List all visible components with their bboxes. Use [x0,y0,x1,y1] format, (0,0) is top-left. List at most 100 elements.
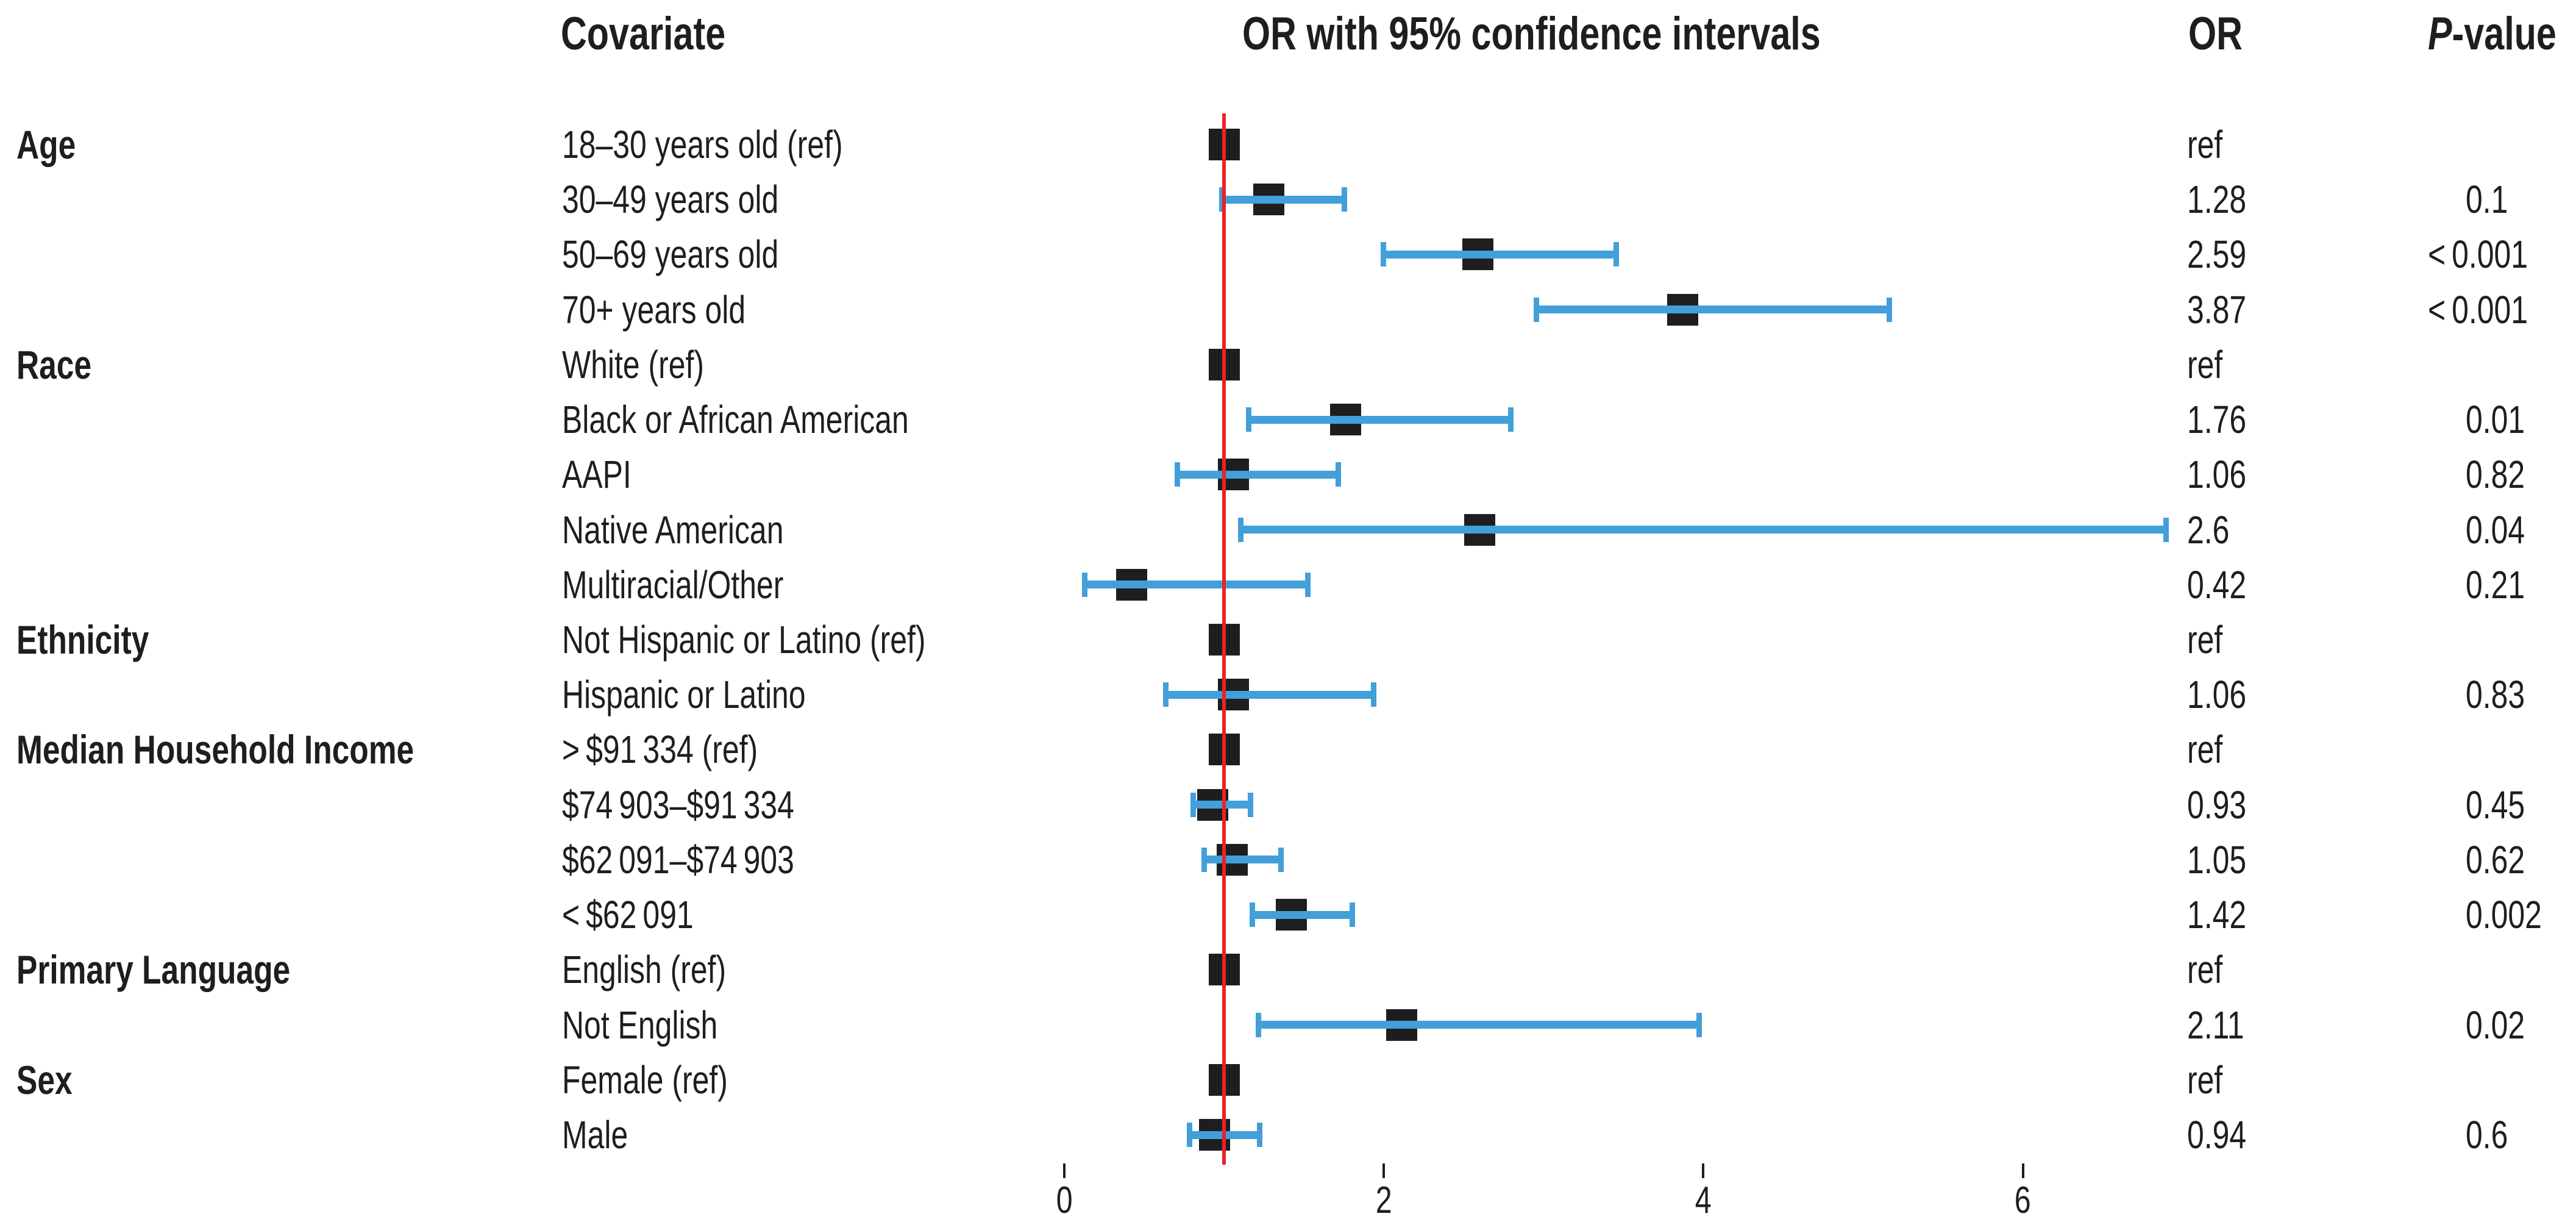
or-value-text: ref [2187,342,2223,387]
or-value: 0.93 [2187,784,2263,826]
or-value-text: 1.76 [2187,398,2247,442]
header-ci: OR with 95% confidence intervals [1242,10,1984,59]
header-or: OR [2188,10,2258,59]
covariate-label-text: English (ref) [562,948,727,992]
group-label-text: Sex [16,1057,73,1102]
ci-endcap-right [1305,572,1311,597]
ci-whisker [1535,306,1891,314]
p-value: 0.21 [2466,564,2542,606]
group-label-text: Primary Language [16,947,291,993]
or-value-text: 1.42 [2187,893,2247,937]
group-label: Sex [16,1059,88,1101]
or-value: 3.87 [2187,289,2263,331]
x-tick [2021,1163,2024,1178]
covariate-label: English (ref) [562,949,772,990]
x-tick-label-text: 6 [2015,1179,2032,1221]
group-label-text: Ethnicity [16,617,149,662]
p-value-text: 0.04 [2466,507,2525,552]
ci-whisker [1220,195,1346,204]
ci-endcap-left [1246,407,1252,432]
p-value: 0.1 [2466,179,2520,220]
p-value: 0.04 [2466,509,2542,551]
covariate-label-text: Black or African American [562,398,909,442]
ci-endcap-left [1174,462,1180,487]
or-value-text: ref [2187,1057,2223,1102]
p-value-text: 0.01 [2466,398,2525,442]
or-value-text: 2.6 [2187,507,2230,552]
covariate-label: White (ref) [562,344,744,385]
ci-endcap-right [1887,297,1893,322]
covariate-label-text: 50–69 years old [562,232,779,277]
header-p-value: P-value [2428,10,2576,59]
group-label-text: Race [16,341,92,387]
ci-endcap-left [1219,187,1225,212]
p-value-text: 0.002 [2466,893,2542,937]
covariate-label-text: Hispanic or Latino [562,673,806,717]
covariate-label-text: $62 091–$74 903 [562,837,794,882]
ci-endcap-right [1247,792,1253,817]
covariate-label-text: Native American [562,507,784,552]
or-value: 1.76 [2187,399,2263,440]
covariate-label: 70+ years old [562,289,797,331]
x-tick [1702,1163,1705,1178]
x-tick-label: 0 [1028,1182,1101,1220]
or-value: 2.59 [2187,234,2263,275]
p-value-text: 0.45 [2466,782,2525,827]
or-value: ref [2187,949,2233,990]
ci-endcap-left [1187,1123,1193,1147]
p-value: 0.01 [2466,399,2542,440]
covariate-label: Black or African American [562,399,1006,440]
header-p-italic: P [2428,8,2452,60]
or-value: 1.28 [2187,179,2263,220]
p-value: 0.62 [2466,839,2542,881]
or-value-text: 0.94 [2187,1113,2247,1157]
p-value-text: 0.83 [2466,673,2525,717]
or-value-text: 1.05 [2187,837,2247,882]
or-value-text: 1.06 [2187,673,2247,717]
covariate-label: $62 091–$74 903 [562,839,859,881]
ci-whisker [1165,690,1375,699]
p-value: < 0.001 [2428,289,2556,331]
ci-endcap-left [1256,1012,1262,1037]
covariate-label-text: Male [562,1113,628,1157]
or-value: 2.6 [2187,509,2241,551]
covariate-label-text: Multiracial/Other [562,562,784,607]
or-value: 1.06 [2187,674,2263,715]
group-label: Age [16,124,93,165]
p-value: 0.45 [2466,784,2542,826]
ci-endcap-left [1380,242,1386,267]
x-tick-label: 6 [1987,1182,2060,1220]
x-tick [1063,1163,1066,1178]
covariate-label-text: 70+ years old [562,287,746,332]
ci-whisker [1382,250,1617,259]
group-label: Ethnicity [16,619,187,660]
ci-endcap-right [1278,847,1284,872]
ci-whisker [1176,470,1339,479]
p-value: 0.02 [2466,1004,2542,1046]
covariate-label: AAPI [562,454,651,495]
or-value: 0.42 [2187,564,2263,606]
or-value: ref [2187,619,2233,660]
covariate-label: 30–49 years old [562,179,839,220]
or-value: ref [2187,729,2233,770]
p-value: 0.6 [2466,1114,2520,1156]
or-value: ref [2187,1059,2233,1101]
ci-endcap-right [1257,1123,1263,1147]
ci-endcap-left [1534,297,1540,322]
p-value-text: 0.02 [2466,1002,2525,1047]
ci-endcap-right [1335,462,1341,487]
or-value: 2.11 [2187,1004,2260,1046]
or-value: 1.05 [2187,839,2263,881]
covariate-label-text: Not Hispanic or Latino (ref) [562,618,926,662]
or-value-text: 2.59 [2187,232,2247,277]
covariate-label: Not Hispanic or Latino (ref) [562,619,1028,660]
or-value-text: 1.06 [2187,452,2247,497]
header-covariate-text: Covariate [561,8,726,60]
or-value-text: 0.93 [2187,782,2247,827]
or-value-text: 3.87 [2187,287,2247,332]
reference-line [1222,113,1226,1165]
ci-endcap-right [1507,407,1514,432]
ci-endcap-left [1238,517,1244,542]
or-value: 0.94 [2187,1114,2263,1156]
